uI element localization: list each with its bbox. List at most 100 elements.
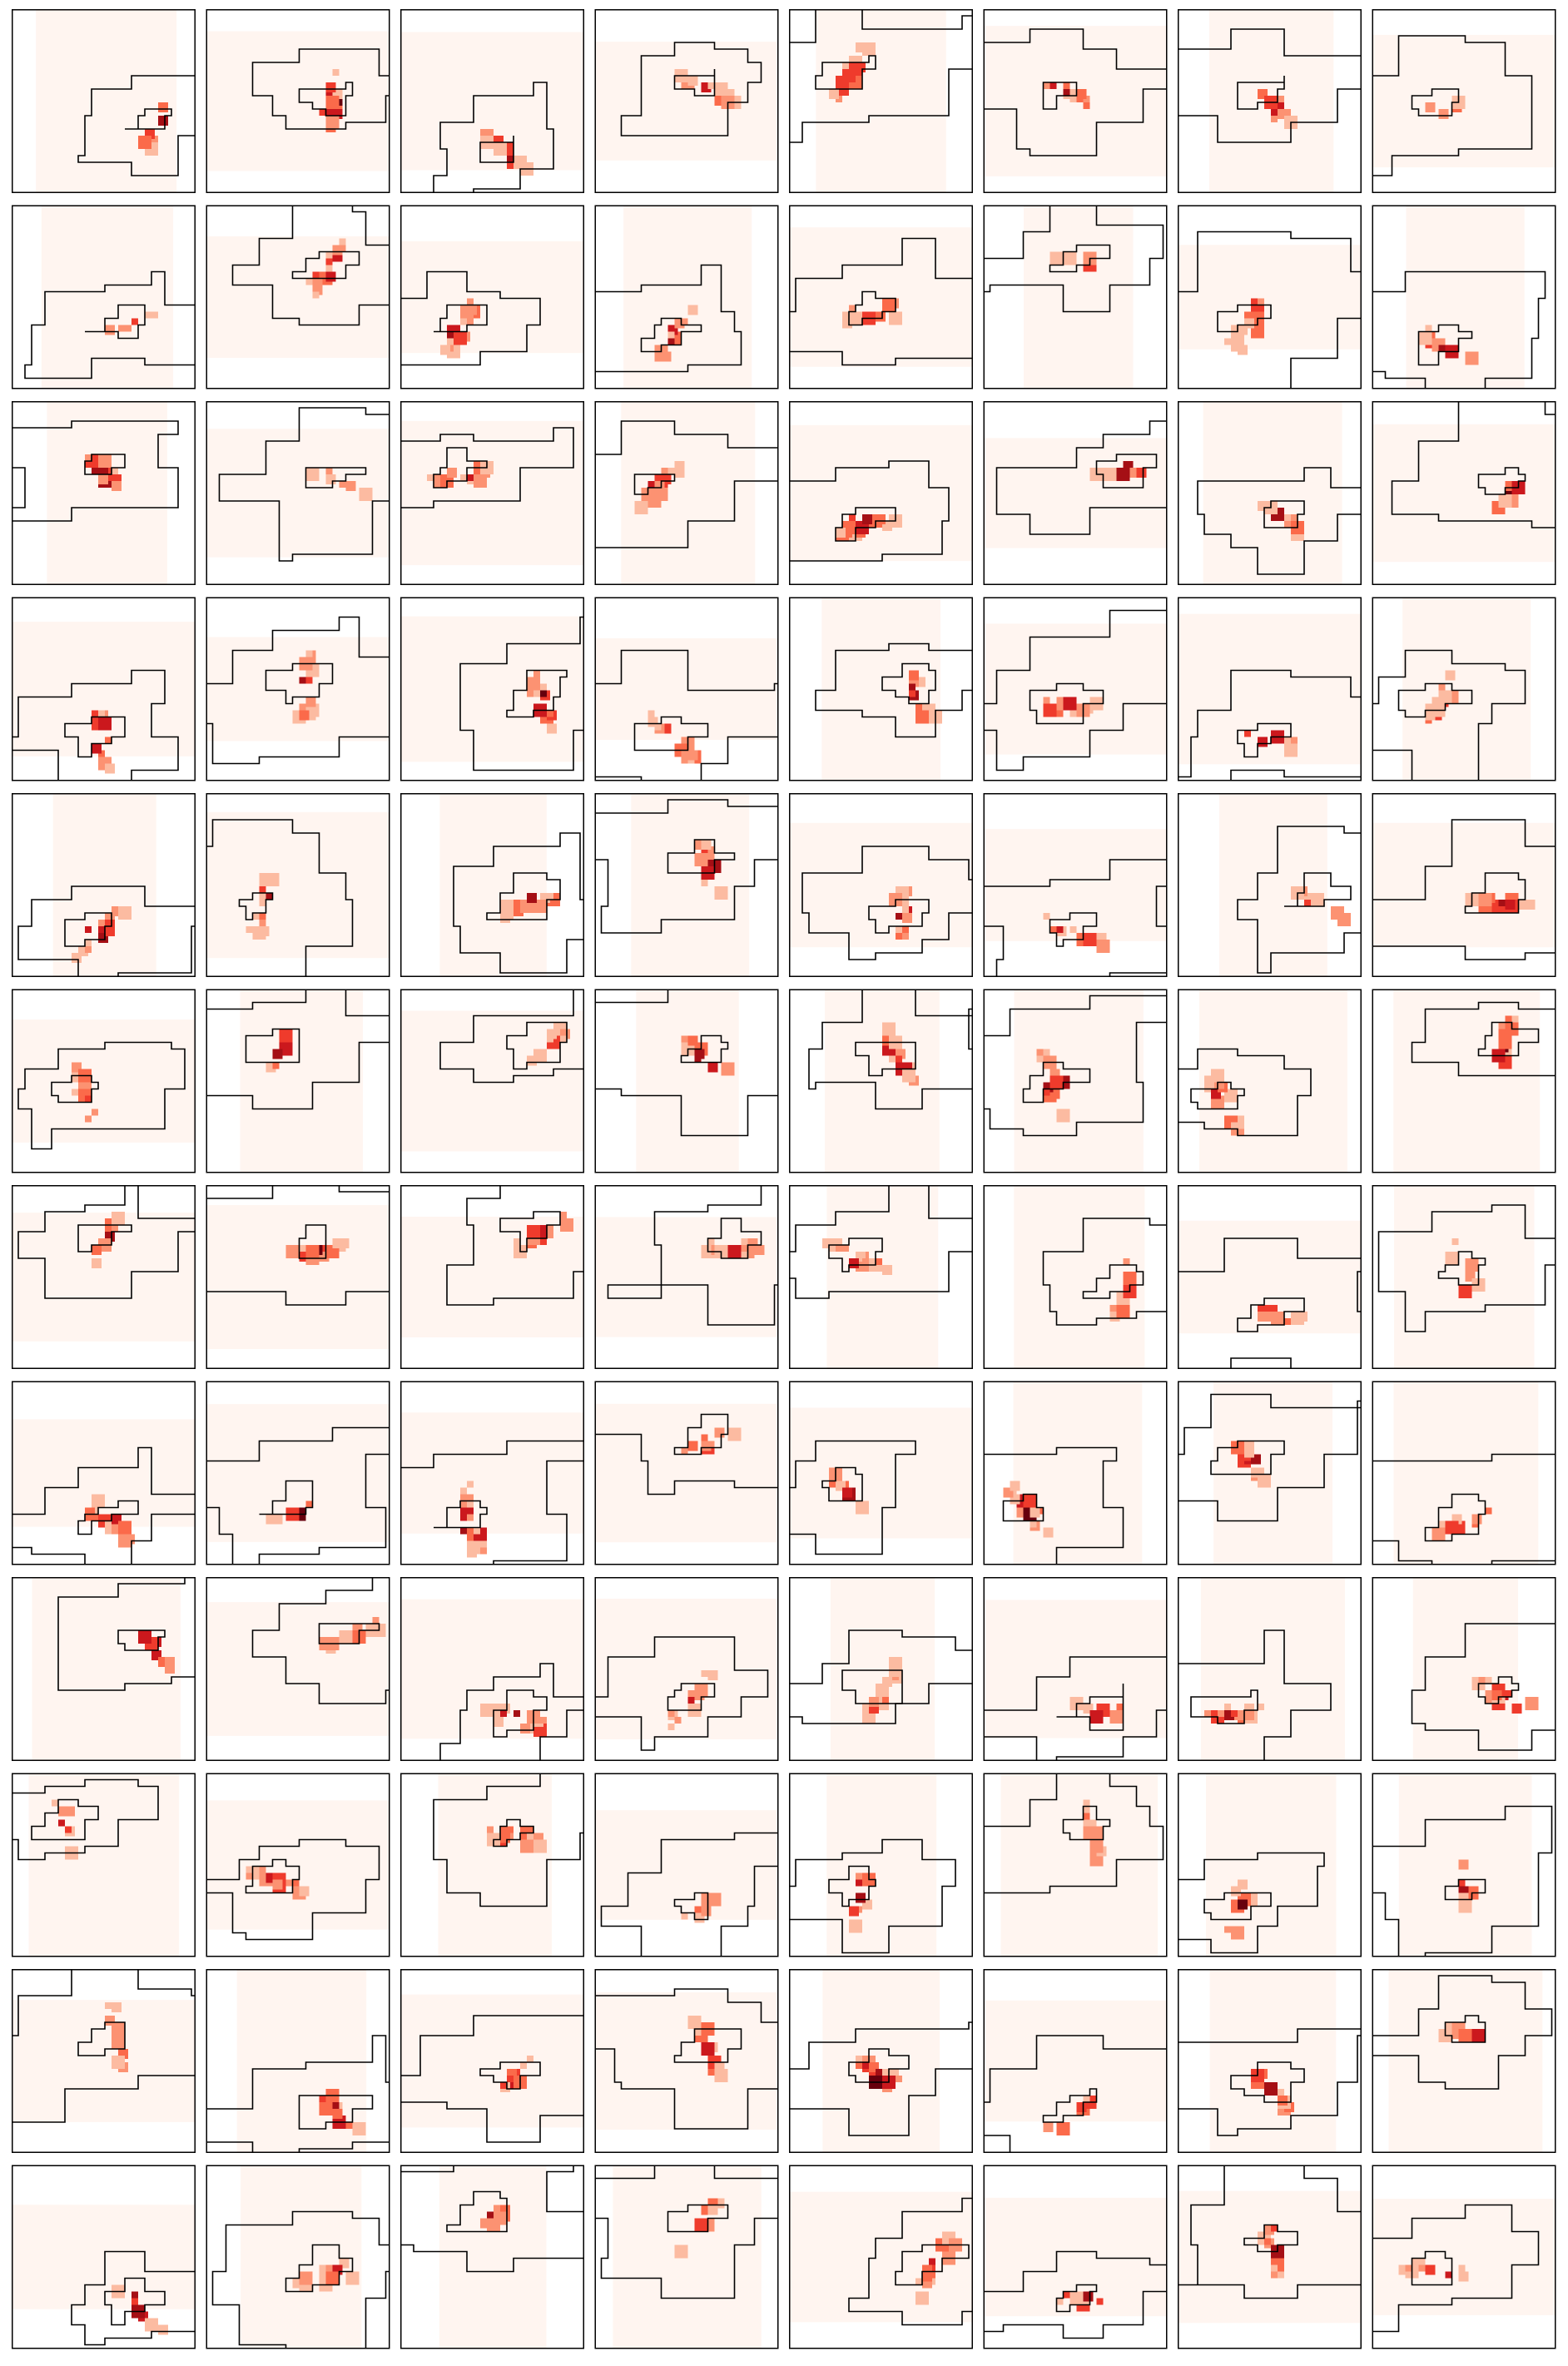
- panel: [789, 1773, 973, 1957]
- inner-contour: [245, 1028, 300, 1064]
- heat-cell: [1083, 2096, 1090, 2102]
- heat-cell: [889, 1055, 896, 1063]
- background-region: [1209, 1969, 1337, 2153]
- panel: [400, 793, 584, 977]
- heat-cell: [1505, 1690, 1512, 1697]
- panel-frame: [1372, 1969, 1556, 2153]
- inner-contour: [633, 716, 709, 751]
- heat-cell: [915, 2278, 922, 2285]
- heat-cell: [1278, 1312, 1284, 1318]
- inner-contour: [77, 2021, 126, 2056]
- outer-contour: [231, 205, 390, 326]
- panel-content: [206, 1969, 390, 2153]
- heat-cell: [701, 2042, 715, 2056]
- heat-cell: [72, 1089, 78, 1096]
- inner-contour: [1056, 1684, 1124, 1731]
- heat-cell: [279, 1029, 293, 1043]
- heat-cell: [1478, 1684, 1486, 1690]
- heat-cell: [849, 1919, 862, 1933]
- panel-frame: [1372, 1381, 1556, 1565]
- inner-contour: [433, 447, 488, 489]
- inner-contour: [835, 507, 896, 542]
- panel-content: [439, 793, 584, 977]
- heat-cell: [1056, 926, 1064, 933]
- panel: [400, 2165, 584, 2349]
- inner-contour: [479, 136, 514, 163]
- inner-contour: [259, 1480, 314, 1515]
- panel: [12, 989, 196, 1173]
- panel-frame: [594, 1969, 779, 2153]
- heat-cell: [849, 514, 856, 521]
- heat-cell: [667, 468, 675, 474]
- outer-contour: [789, 1185, 973, 1299]
- heat-cell: [112, 481, 122, 491]
- outer-contour: [1178, 669, 1362, 781]
- background-region: [206, 637, 390, 742]
- inner-contour: [104, 2277, 166, 2326]
- panel-frame: [789, 205, 973, 389]
- outer-contour: [71, 2250, 196, 2346]
- panel: [594, 597, 779, 781]
- inner-contour: [238, 892, 274, 920]
- heat-cell: [1043, 82, 1050, 89]
- panel: [1178, 1381, 1362, 1565]
- heat-cell: [687, 2016, 702, 2029]
- inner-contour: [1477, 1676, 1520, 1704]
- panel-content: [1372, 1773, 1553, 1957]
- heat-cell: [674, 461, 685, 471]
- heat-cell: [507, 1826, 514, 1833]
- inner-contour: [1055, 2284, 1098, 2313]
- inner-contour: [828, 1865, 876, 1907]
- panel: [1372, 205, 1556, 389]
- heat-cell: [480, 129, 487, 136]
- outer-contour: [1178, 1629, 1332, 1761]
- panel-content: [12, 1419, 196, 1565]
- heat-cell: [687, 750, 698, 761]
- panel-content: [808, 989, 973, 1173]
- panel-frame: [400, 9, 584, 193]
- heat-cell: [1231, 1926, 1244, 1940]
- heat-cell: [319, 109, 326, 116]
- panel-frame: [400, 1969, 584, 2153]
- inner-contour: [51, 1074, 99, 1104]
- heat-cell: [500, 913, 507, 920]
- heat-cell: [674, 1717, 682, 1724]
- panel-content: [1372, 597, 1531, 781]
- heat-cell: [339, 481, 346, 488]
- heat-cell: [92, 1494, 105, 1508]
- panel-frame: [12, 1773, 196, 1957]
- heat-cell: [494, 142, 507, 156]
- heat-cell: [345, 481, 356, 491]
- heat-cell: [1465, 351, 1479, 365]
- heat-cell: [500, 1710, 507, 1717]
- background-region: [822, 1969, 940, 2153]
- panel: [12, 1773, 196, 1957]
- panel-frame: [594, 2165, 779, 2349]
- inner-contour: [245, 1858, 300, 1894]
- heat-cell: [681, 756, 688, 764]
- panel: [400, 1577, 584, 1761]
- heat-cell: [929, 2258, 935, 2265]
- heat-cell: [325, 468, 333, 474]
- heat-cell: [1471, 2029, 1486, 2042]
- panel-content: [1372, 401, 1556, 563]
- panel-frame: [789, 2165, 973, 2349]
- panel-content: [1178, 1220, 1362, 1369]
- inner-contour: [1243, 2224, 1298, 2253]
- background-region: [12, 2205, 196, 2309]
- inner-contour: [446, 2190, 508, 2233]
- panel: [400, 401, 584, 585]
- heat-cell: [1123, 1272, 1137, 1285]
- heat-cell: [1278, 2089, 1284, 2096]
- inner-contour: [1464, 872, 1526, 914]
- panel-content: [594, 1810, 779, 1957]
- heat-cell: [474, 474, 487, 488]
- background-region: [1178, 245, 1362, 350]
- outer-contour: [211, 2210, 390, 2349]
- heat-cell: [500, 900, 507, 906]
- heat-cell: [1445, 670, 1456, 681]
- heat-cell: [145, 311, 151, 319]
- background-region: [206, 31, 390, 171]
- panel: [12, 9, 196, 193]
- outer-contour: [1411, 1001, 1556, 1077]
